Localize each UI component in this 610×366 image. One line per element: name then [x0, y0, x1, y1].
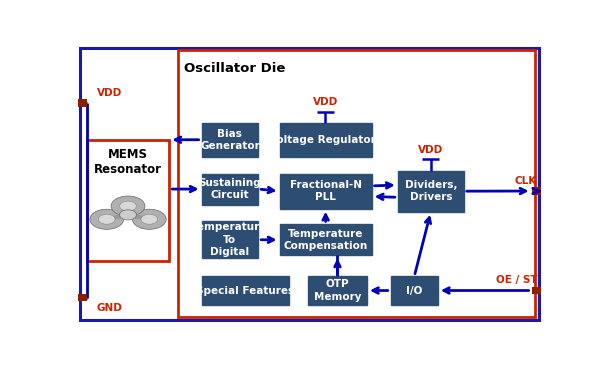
Text: Sustaining
Circuit: Sustaining Circuit [199, 178, 261, 200]
Bar [201, 221, 258, 258]
Text: OE / ST: OE / ST [495, 276, 537, 285]
Bar [178, 50, 535, 317]
Text: CLK: CLK [515, 176, 537, 186]
Text: OTP
Memory: OTP Memory [314, 279, 361, 302]
Circle shape [120, 201, 137, 211]
Text: VDD: VDD [313, 97, 338, 107]
Bar [77, 294, 87, 301]
Bar [201, 173, 258, 205]
Bar [398, 171, 464, 212]
Text: Special Features: Special Features [196, 285, 294, 295]
Bar [279, 224, 371, 255]
Bar [279, 173, 371, 209]
Text: Temperature
Compensation: Temperature Compensation [284, 229, 368, 251]
Bar [87, 140, 170, 261]
Bar [308, 276, 367, 305]
Text: Oscillator Die: Oscillator Die [184, 62, 285, 75]
Bar [279, 123, 371, 157]
Bar [201, 123, 258, 157]
Bar [77, 100, 87, 107]
Bar [531, 287, 541, 294]
Text: Dividers,
Drivers: Dividers, Drivers [404, 180, 457, 202]
Circle shape [141, 214, 157, 224]
Text: VDD: VDD [418, 145, 443, 155]
Circle shape [120, 210, 137, 220]
Text: I/O: I/O [406, 285, 423, 295]
Text: GND: GND [96, 303, 123, 313]
Bar [390, 276, 438, 305]
Text: MEMS
Resonator: MEMS Resonator [94, 147, 162, 176]
Circle shape [98, 214, 115, 224]
Text: Voltage Regulators: Voltage Regulators [269, 135, 382, 145]
Bar [531, 187, 541, 195]
Text: Temperature
To
Digital: Temperature To Digital [192, 223, 268, 257]
Text: VDD: VDD [96, 88, 122, 98]
Bar [201, 276, 289, 305]
Circle shape [132, 209, 166, 229]
Circle shape [90, 209, 124, 229]
Text: Fractional-N
PLL: Fractional-N PLL [290, 180, 362, 202]
Circle shape [111, 196, 145, 216]
Text: Bias
Generator: Bias Generator [200, 128, 260, 151]
